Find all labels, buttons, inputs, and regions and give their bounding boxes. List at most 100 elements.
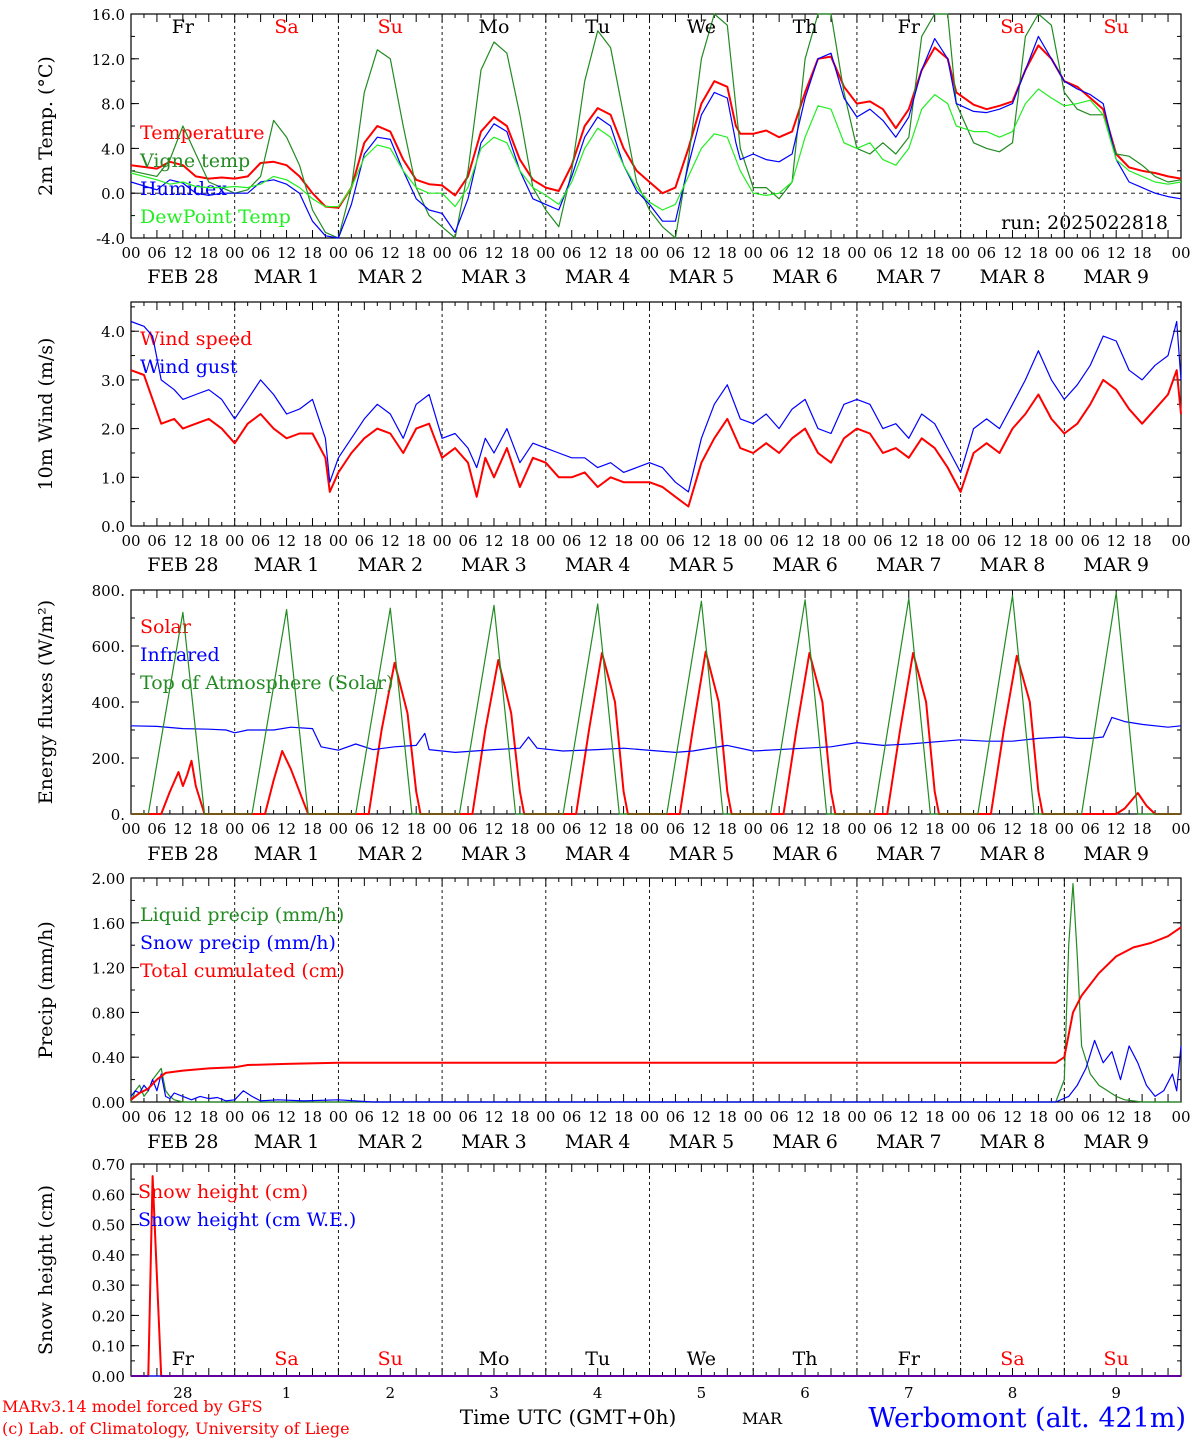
- x-tick-label: 06: [147, 820, 166, 838]
- x-tick-label: 18: [1133, 820, 1152, 838]
- x-tick-label: 12: [692, 820, 711, 838]
- date-label: MAR 5: [669, 843, 735, 865]
- weekday-label: Su: [1104, 1348, 1129, 1370]
- date-label: MAR 8: [980, 1131, 1046, 1153]
- x-tick-label: 12: [899, 820, 918, 838]
- x-tick-label: 06: [251, 244, 270, 262]
- legend-entry: Wind speed: [140, 328, 252, 350]
- y-tick-label: 0.00: [92, 1094, 125, 1112]
- date-label: MAR 4: [565, 554, 631, 576]
- x-tick-label: 06: [666, 1108, 685, 1126]
- y-tick-label: 600.: [92, 638, 125, 656]
- y-tick-label: 200.: [92, 750, 125, 768]
- day-number-label: 28: [173, 1384, 192, 1402]
- x-tick-label: 12: [484, 532, 503, 550]
- x-tick-label: 00: [121, 820, 140, 838]
- weekday-label: Sa: [1000, 16, 1024, 38]
- date-label: MAR 1: [254, 266, 320, 288]
- legend-entry: Snow height (cm W.E.): [138, 1209, 356, 1231]
- x-tick-label: 00: [121, 1108, 140, 1126]
- x-tick-label: 18: [510, 244, 529, 262]
- legend-entry: Infrared: [140, 644, 220, 666]
- x-tick-label: 12: [588, 532, 607, 550]
- x-tick-label: 18: [821, 820, 840, 838]
- x-tick-label: 06: [562, 1108, 581, 1126]
- weekday-label: Fr: [172, 16, 195, 38]
- y-tick-label: 400.: [92, 694, 125, 712]
- x-tick-label: 06: [251, 1108, 270, 1126]
- x-tick-label: 00: [1171, 1108, 1190, 1126]
- y-tick-label: 0.10: [92, 1338, 125, 1356]
- x-tick-label: 12: [1107, 244, 1126, 262]
- date-label: MAR 2: [357, 1131, 423, 1153]
- x-tick-label: 18: [510, 532, 529, 550]
- x-tick-label: 00: [951, 244, 970, 262]
- x-tick-label: 12: [899, 1108, 918, 1126]
- x-tick-label: 00: [225, 532, 244, 550]
- x-tick-label: 18: [407, 532, 426, 550]
- weekday-label: Su: [1104, 16, 1129, 38]
- legend-entry: Temperature: [140, 122, 264, 144]
- x-tick-label: 06: [1081, 1108, 1100, 1126]
- weekday-label: Fr: [172, 1348, 195, 1370]
- series-wind-1: [130, 320, 1182, 493]
- date-label: MAR 6: [772, 554, 838, 576]
- y-tick-label: 3.0: [101, 372, 125, 390]
- y-tick-label: 0.40: [92, 1049, 125, 1067]
- x-tick-label: 06: [458, 1108, 477, 1126]
- x-tick-label: 12: [381, 532, 400, 550]
- weekday-label: Sa: [1000, 1348, 1024, 1370]
- x-tick-label: 00: [640, 532, 659, 550]
- date-label: MAR 6: [772, 266, 838, 288]
- x-tick-label: 00: [433, 1108, 452, 1126]
- x-tick-label: 00: [640, 244, 659, 262]
- x-tick-label: 06: [977, 820, 996, 838]
- x-tick-label: 18: [925, 820, 944, 838]
- date-label: MAR 1: [254, 554, 320, 576]
- x-tick-label: 18: [199, 1108, 218, 1126]
- x-tick-label: 12: [277, 244, 296, 262]
- legend-entry: Humidex: [140, 178, 227, 200]
- x-tick-label: 12: [692, 1108, 711, 1126]
- x-tick-label: 18: [1029, 244, 1048, 262]
- x-tick-label: 18: [718, 1108, 737, 1126]
- x-tick-label: 00: [1171, 532, 1190, 550]
- date-label: MAR 6: [772, 1131, 838, 1153]
- x-tick-label: 00: [744, 1108, 763, 1126]
- x-tick-label: 18: [821, 532, 840, 550]
- x-tick-label: 06: [562, 244, 581, 262]
- x-tick-label: 06: [770, 820, 789, 838]
- date-label: MAR 3: [461, 266, 527, 288]
- series-energy-1: [130, 716, 1182, 753]
- x-tick-label: 18: [614, 820, 633, 838]
- series-temp-0: [130, 44, 1182, 209]
- x-tick-label: 00: [329, 532, 348, 550]
- y-tick-label: 0.60: [92, 1186, 125, 1204]
- x-tick-label: 00: [847, 532, 866, 550]
- x-tick-label: 06: [666, 244, 685, 262]
- y-tick-label: 2.00: [92, 870, 125, 888]
- x-tick-label: 18: [718, 532, 737, 550]
- x-tick-label: 12: [173, 1108, 192, 1126]
- x-tick-label: 00: [121, 532, 140, 550]
- x-tick-label: 12: [899, 244, 918, 262]
- x-tick-label: 18: [821, 244, 840, 262]
- x-tick-label: 00: [951, 1108, 970, 1126]
- date-label: MAR 5: [669, 266, 735, 288]
- legend-entry: Wind gust: [140, 356, 238, 378]
- x-tick-label: 00: [1171, 820, 1190, 838]
- panel-precip: 0.00 0.40 0.80 1.20 1.60 2.00 Precip (mm/h) Liq…: [35, 870, 1191, 1153]
- x-tick-label: 06: [770, 532, 789, 550]
- date-label: MAR 2: [357, 554, 423, 576]
- y-tick-label: 0.40: [92, 1247, 125, 1265]
- x-tick-label: 00: [847, 1108, 866, 1126]
- date-label: FEB 28: [147, 266, 218, 288]
- plot-frame: [130, 301, 1182, 527]
- date-label: MAR 9: [1083, 266, 1149, 288]
- x-tick-label: 12: [1107, 820, 1126, 838]
- x-tick-label: 00: [433, 532, 452, 550]
- legend-entry: Top of Atmosphere (Solar): [140, 672, 393, 694]
- x-tick-label: 18: [925, 532, 944, 550]
- date-label: MAR 4: [565, 1131, 631, 1153]
- weekday-label: Sa: [274, 1348, 298, 1370]
